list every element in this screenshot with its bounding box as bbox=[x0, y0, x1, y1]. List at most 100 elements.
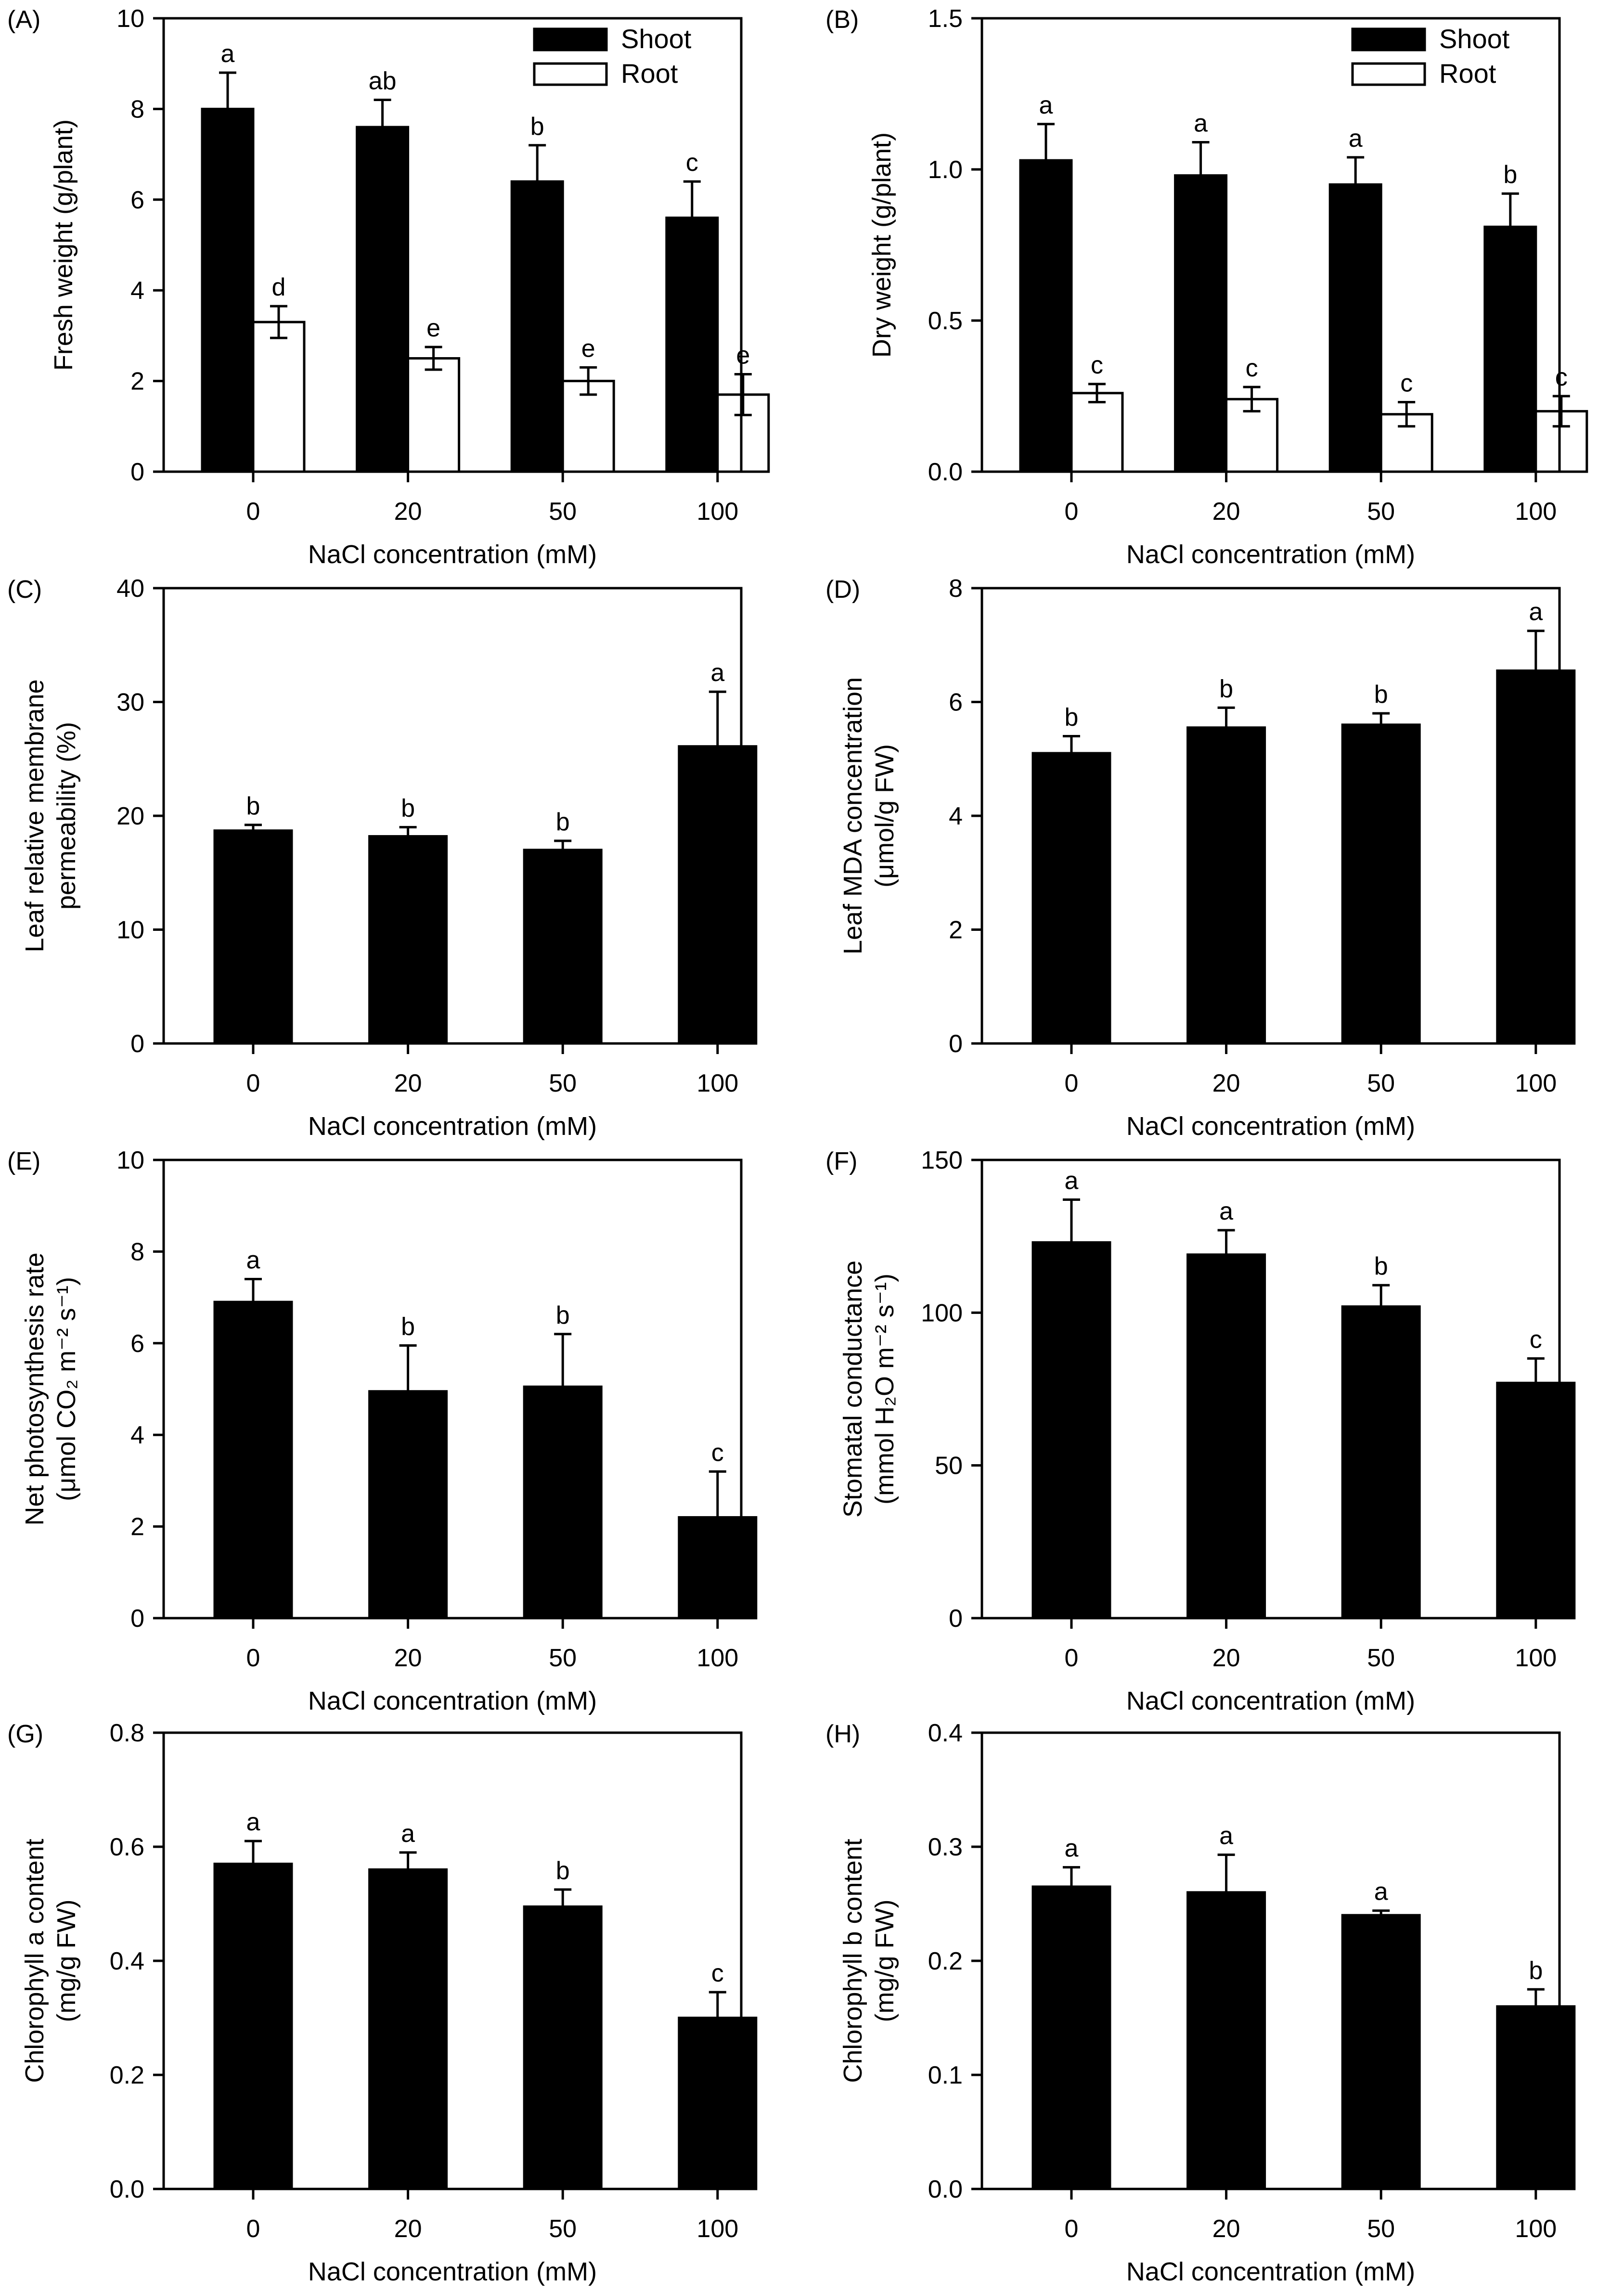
significance-label: a bbox=[1374, 1878, 1388, 1906]
x-tick-label: 20 bbox=[1212, 1644, 1240, 1672]
y-tick-label: 0.0 bbox=[928, 2175, 963, 2203]
chart-panel-3: (C) b b b a 0 10 20 30 40 0 20 50 100 NaCl concentrati… bbox=[7, 575, 758, 1141]
y-axis-label: (mg/g FW) bbox=[52, 1900, 81, 2022]
y-tick-label: 0.0 bbox=[110, 2175, 144, 2203]
bar-0 bbox=[1031, 1885, 1111, 2190]
x-axis-label: NaCl concentration (mM) bbox=[308, 1686, 597, 1715]
chart-panel-4: (D) b b b a 0 2 4 6 8 0 20 50 100 NaCl concentration (… bbox=[825, 575, 1576, 1141]
bar-shoot-50 bbox=[1328, 183, 1382, 473]
y-tick-label: 1.5 bbox=[928, 5, 963, 33]
x-axis-label: NaCl concentration (mM) bbox=[308, 1112, 597, 1141]
significance-label: b bbox=[530, 113, 544, 141]
y-axis-label: Stomatal conductance bbox=[838, 1261, 867, 1518]
y-tick-label: 6 bbox=[949, 689, 963, 717]
bar-0 bbox=[213, 1863, 293, 2190]
y-tick-label: 0 bbox=[130, 458, 144, 486]
significance-label: a bbox=[1349, 125, 1363, 153]
x-tick-label: 50 bbox=[549, 498, 577, 526]
y-tick-label: 6 bbox=[130, 186, 144, 214]
significance-label: a bbox=[221, 40, 235, 68]
x-axis-label: NaCl concentration (mM) bbox=[1126, 1686, 1415, 1715]
significance-label: e bbox=[426, 314, 440, 342]
significance-label: a bbox=[1219, 1822, 1233, 1850]
significance-label: b bbox=[1503, 161, 1517, 189]
x-tick-label: 20 bbox=[1212, 1069, 1240, 1097]
bar-20 bbox=[368, 1868, 448, 2190]
significance-label: a bbox=[710, 659, 724, 687]
bar-50 bbox=[1341, 723, 1421, 1045]
y-axis-label: Fresh weight (g/plant) bbox=[49, 119, 78, 371]
y-tick-label: 50 bbox=[935, 1452, 963, 1480]
significance-label: b bbox=[401, 1313, 415, 1341]
y-tick-label: 30 bbox=[116, 689, 144, 717]
y-axis-label: (mmol H₂O m⁻² s⁻¹) bbox=[870, 1274, 899, 1505]
bar-20 bbox=[1186, 1891, 1266, 2190]
panel-label: (F) bbox=[825, 1147, 857, 1175]
significance-label: b bbox=[401, 795, 415, 823]
x-axis-label: NaCl concentration (mM) bbox=[1126, 1112, 1415, 1141]
significance-label: c bbox=[711, 1959, 724, 1987]
x-tick-label: 100 bbox=[1515, 1069, 1557, 1097]
y-axis-label: Chlorophyll a content bbox=[20, 1839, 49, 2083]
significance-label: c bbox=[1246, 354, 1258, 382]
significance-label: a bbox=[1039, 91, 1053, 119]
bar-root-100 bbox=[716, 393, 770, 473]
y-tick-label: 100 bbox=[921, 1299, 963, 1327]
x-tick-label: 50 bbox=[1367, 1069, 1395, 1097]
legend-label-shoot: Shoot bbox=[621, 24, 692, 54]
significance-label: a bbox=[1065, 1167, 1079, 1195]
bar-shoot-0 bbox=[201, 107, 255, 473]
bar-50 bbox=[523, 1905, 603, 2190]
x-tick-label: 0 bbox=[246, 1069, 260, 1097]
bar-0 bbox=[1031, 752, 1111, 1045]
significance-label: a bbox=[246, 1247, 260, 1274]
y-tick-label: 0.6 bbox=[110, 1833, 144, 1861]
y-axis-label: Net photosynthesis rate bbox=[20, 1252, 49, 1525]
y-tick-label: 2 bbox=[949, 916, 963, 944]
bar-root-20 bbox=[407, 357, 461, 473]
x-tick-label: 50 bbox=[1367, 2215, 1395, 2243]
x-tick-label: 50 bbox=[1367, 1644, 1395, 1672]
y-tick-label: 4 bbox=[130, 277, 144, 305]
bar-root-0 bbox=[1070, 392, 1124, 473]
y-tick-label: 0 bbox=[130, 1030, 144, 1058]
x-axis-label: NaCl concentration (mM) bbox=[308, 540, 597, 569]
panel-label: (G) bbox=[7, 1720, 43, 1748]
bar-100 bbox=[1496, 1381, 1576, 1620]
legend-swatch-shoot bbox=[533, 27, 608, 51]
x-tick-label: 100 bbox=[1515, 498, 1557, 526]
x-tick-label: 50 bbox=[549, 2215, 577, 2243]
bar-0 bbox=[1031, 1241, 1111, 1620]
significance-label: ab bbox=[369, 67, 397, 95]
bar-20 bbox=[1186, 1253, 1266, 1620]
y-tick-label: 2 bbox=[130, 368, 144, 396]
bar-root-0 bbox=[252, 321, 306, 473]
x-tick-label: 50 bbox=[549, 1069, 577, 1097]
panel-label: (A) bbox=[7, 6, 40, 34]
panel-label: (E) bbox=[7, 1147, 40, 1175]
y-tick-label: 0 bbox=[130, 1605, 144, 1633]
significance-label: b bbox=[556, 1301, 570, 1329]
significance-label: b bbox=[1374, 1252, 1388, 1280]
y-tick-label: 4 bbox=[130, 1421, 144, 1449]
x-tick-label: 0 bbox=[1065, 1069, 1079, 1097]
significance-label: e bbox=[736, 341, 750, 369]
significance-label: b bbox=[556, 1857, 570, 1885]
significance-label: c bbox=[1400, 370, 1413, 398]
significance-label: b bbox=[1219, 675, 1233, 703]
bar-100 bbox=[1496, 669, 1576, 1045]
x-tick-label: 100 bbox=[696, 2215, 738, 2243]
x-tick-label: 0 bbox=[246, 2215, 260, 2243]
panel-label: (H) bbox=[825, 1720, 860, 1748]
x-axis-label: NaCl concentration (mM) bbox=[1126, 2257, 1415, 2286]
significance-label: a bbox=[1065, 1835, 1079, 1863]
significance-label: a bbox=[246, 1808, 260, 1836]
legend-swatch-root bbox=[1351, 62, 1426, 86]
x-tick-label: 20 bbox=[1212, 2215, 1240, 2243]
significance-label: c bbox=[711, 1439, 724, 1467]
bar-50 bbox=[1341, 1914, 1421, 2190]
significance-label: a bbox=[1194, 109, 1208, 137]
panel-label: (C) bbox=[7, 576, 42, 604]
